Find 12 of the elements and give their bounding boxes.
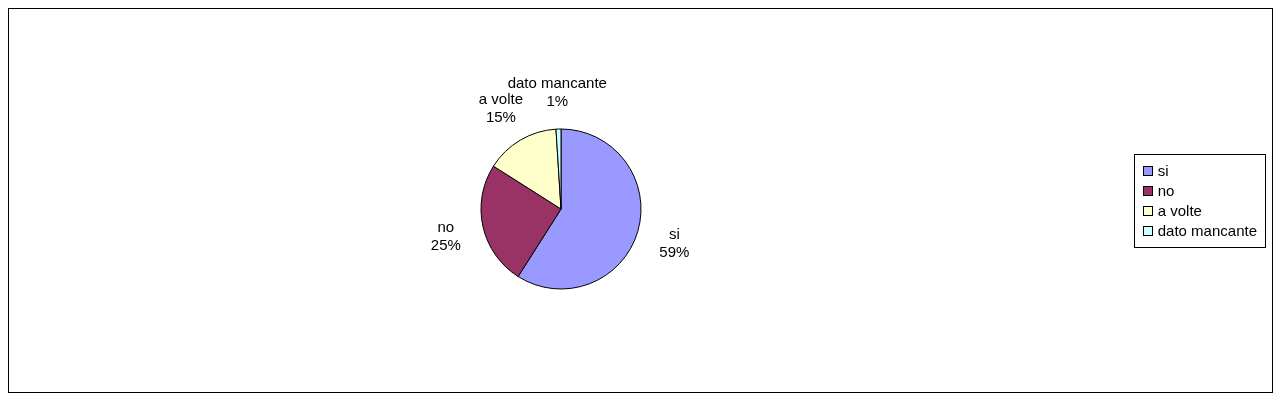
- slice-label: no: [437, 217, 455, 235]
- slice-label: dato mancante: [507, 74, 607, 92]
- data-label: 25%: [430, 235, 461, 253]
- slice-label: a volte: [478, 90, 524, 108]
- legend-label: dato mancante: [1157, 220, 1257, 241]
- slice-label: si: [668, 224, 680, 242]
- data-label: 15%: [485, 108, 516, 126]
- data-label: 59%: [659, 242, 690, 260]
- legend-label: a volte: [1157, 200, 1202, 221]
- legend-label: si: [1157, 160, 1169, 181]
- legend-label: no: [1157, 180, 1175, 201]
- data-label: 1%: [546, 92, 569, 110]
